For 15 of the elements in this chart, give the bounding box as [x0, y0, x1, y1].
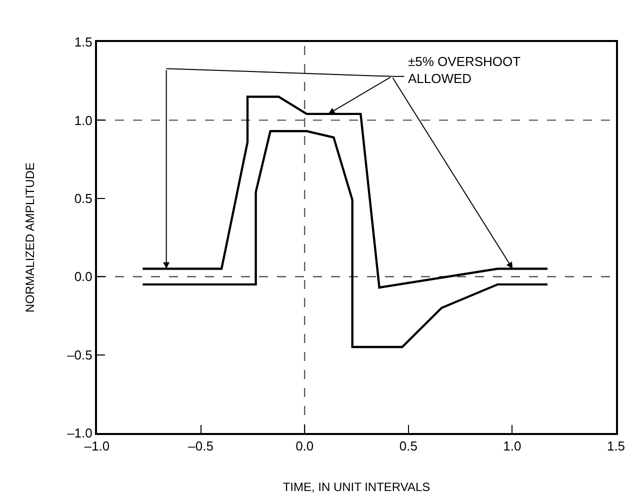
- y-tick-label: 1.5: [74, 34, 92, 50]
- x-tick-label: –0.5: [188, 438, 214, 454]
- x-tick-label: 1.0: [503, 438, 522, 454]
- x-tick-label: –1.0: [84, 438, 110, 454]
- x-tick-label: 0.0: [296, 438, 314, 454]
- y-tick-label: 0.0: [74, 269, 92, 284]
- y-tick-label: –1.0: [67, 426, 92, 441]
- y-tick-label: –0.5: [67, 347, 92, 362]
- y-axis-title: NORMALIZED AMPLITUDE: [22, 162, 37, 313]
- y-tick-label: 0.5: [74, 190, 92, 206]
- x-axis-title: TIME, IN UNIT INTERVALS: [282, 480, 430, 494]
- annotation: ±5% OVERSHOOT ALLOWED: [408, 54, 521, 86]
- y-tick-label: 1.0: [74, 112, 92, 128]
- x-tick-label: 0.5: [399, 438, 418, 454]
- x-tick-label: 1.5: [606, 438, 626, 454]
